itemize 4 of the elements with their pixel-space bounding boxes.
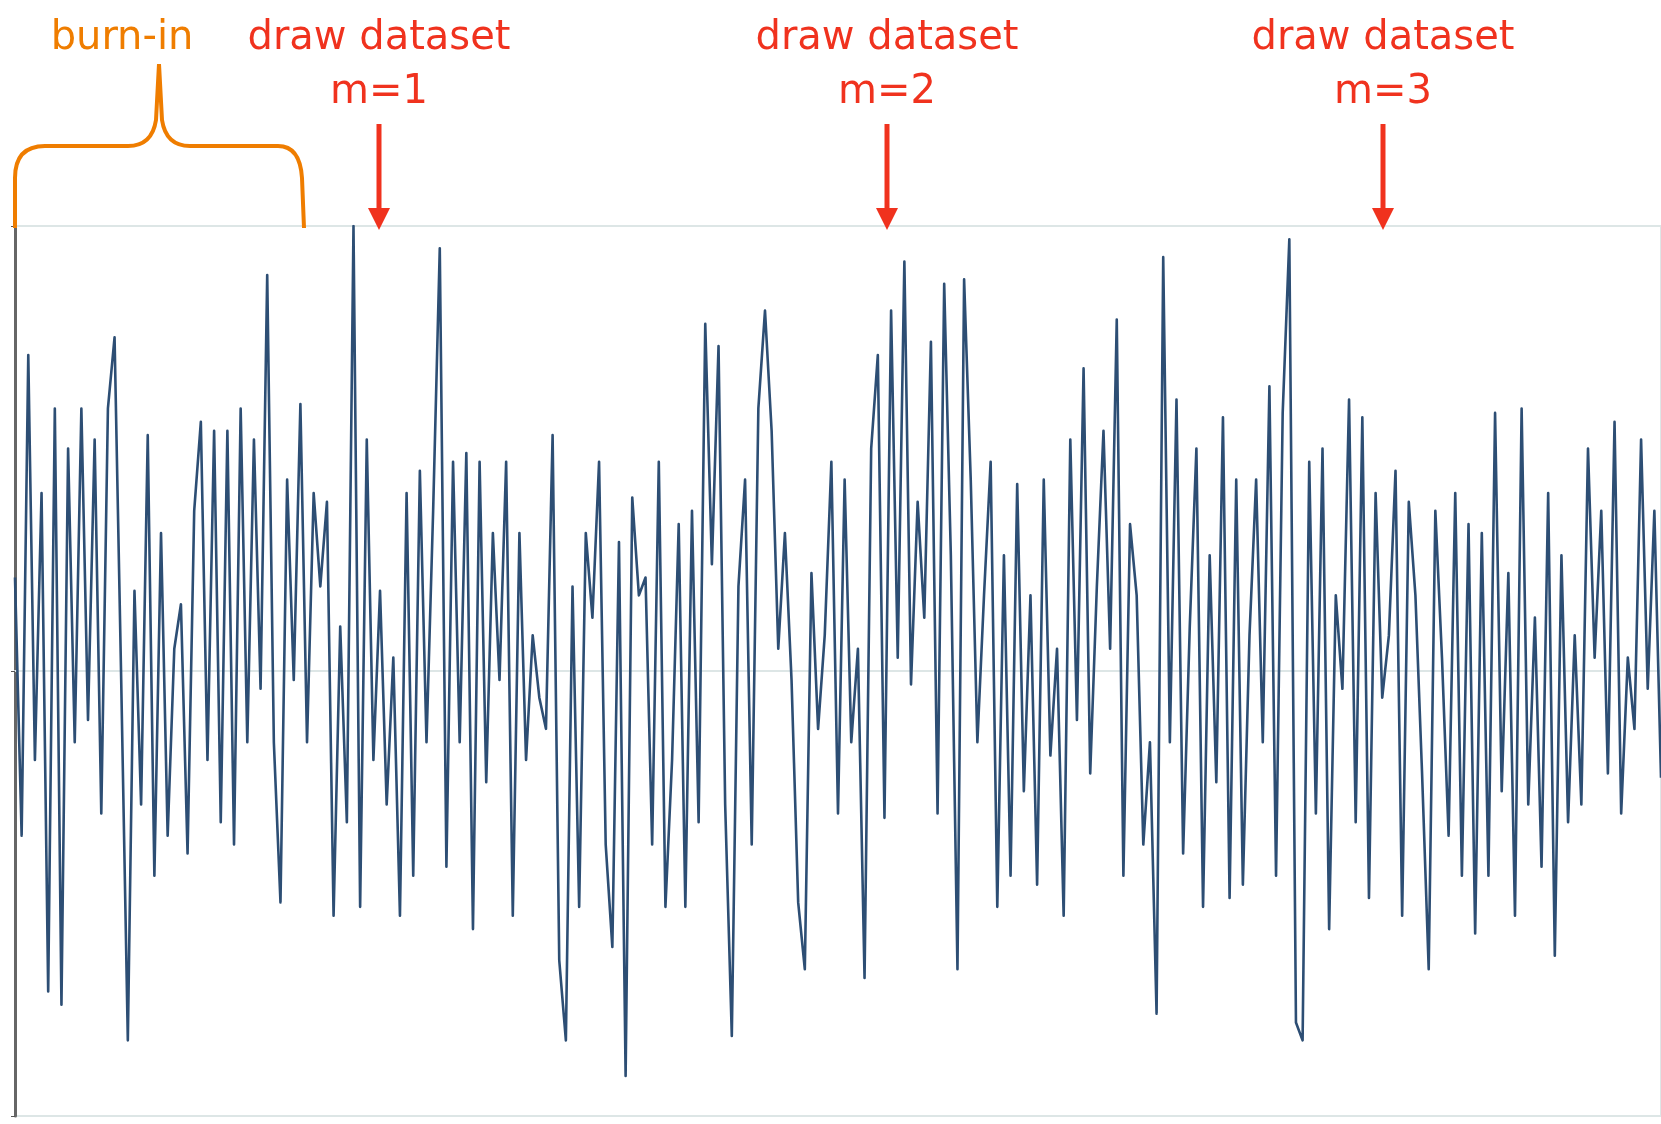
text: draw dataset m=3 [1251,11,1515,114]
text: draw dataset m=2 [755,11,1019,114]
text: burn-in [50,11,194,60]
text: draw dataset m=1 [247,11,511,114]
